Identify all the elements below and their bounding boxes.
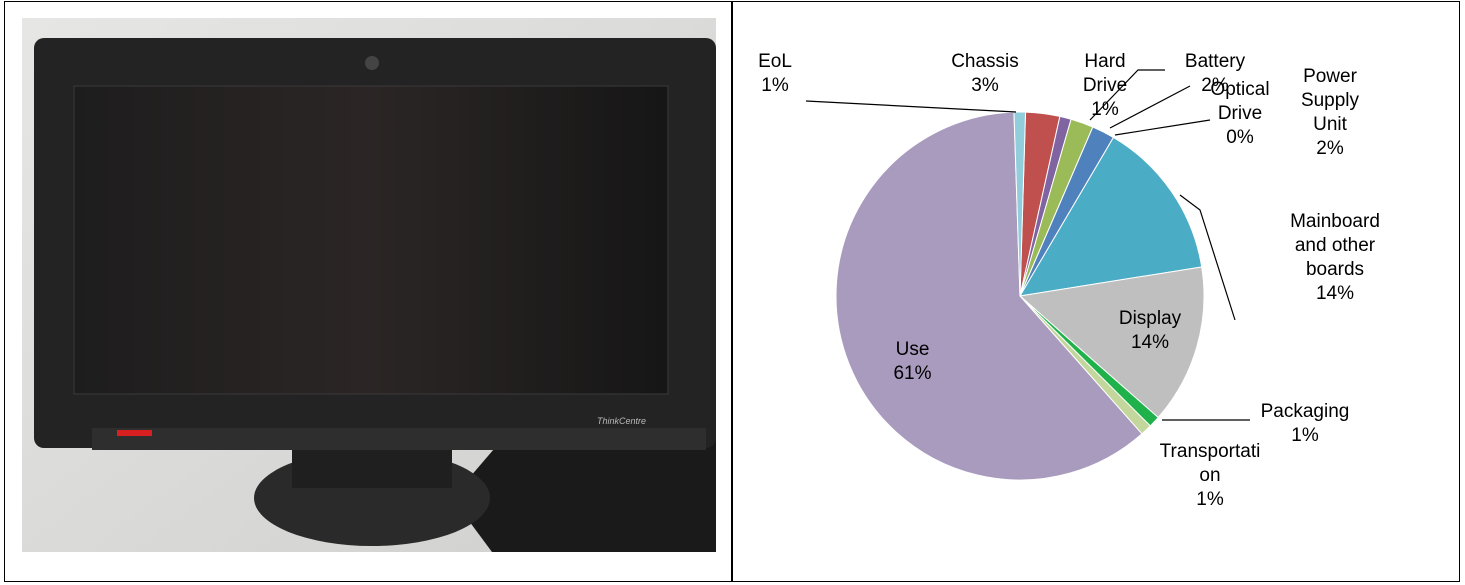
leader-line (1114, 119, 1211, 136)
slice-value: 14% (1315, 283, 1355, 304)
leader-line (1109, 85, 1191, 129)
slice-label: Chassis 3% (940, 50, 1030, 98)
slice-label: EoL 1% (730, 50, 820, 98)
slice-value: 2% (1316, 138, 1344, 159)
slice-value: 2% (1201, 75, 1229, 96)
leader-line (1089, 69, 1165, 121)
slice-label: Packaging 1% (1250, 400, 1360, 448)
cell-divider (731, 1, 733, 582)
slice-name: Use (895, 339, 930, 360)
slice-name: EoL (758, 51, 792, 72)
slice-name: Optical Drive (1210, 79, 1270, 124)
leader-line (805, 100, 1017, 113)
brand-mark: ThinkCentre (597, 416, 646, 426)
slice-label: Hard Drive 1% (1060, 50, 1150, 122)
slice-value: 0% (1226, 127, 1254, 148)
slice-label: Mainboard and other boards 14% (1290, 210, 1380, 306)
slice-name: Transportation (1159, 441, 1261, 486)
slice-name: Mainboard and other boards (1290, 211, 1380, 280)
slice-value: 14% (1130, 332, 1170, 353)
slice-value: 1% (1291, 425, 1319, 446)
slice-label: Use 61% (860, 338, 965, 386)
slice-name: Power Supply Unit (1300, 66, 1360, 135)
slice-label: Power Supply Unit 2% (1285, 65, 1375, 161)
slice-value: 1% (1196, 489, 1224, 510)
slice-name: Hard Drive (1082, 51, 1128, 96)
slice-value: 3% (971, 75, 999, 96)
pie-slice (835, 111, 1143, 481)
slice-label: Transportation 1% (1155, 440, 1265, 512)
slice-label: Display 14% (1100, 307, 1200, 355)
slice-name: Display (1118, 308, 1182, 329)
slice-label: Optical Drive 0% (1195, 78, 1285, 150)
slice-name: Chassis (951, 51, 1019, 72)
leader-line (1179, 194, 1236, 321)
slice-name: Packaging (1260, 401, 1350, 422)
slice-value: 1% (761, 75, 789, 96)
pie-slice (1018, 266, 1205, 419)
slice-value: 1% (1091, 99, 1119, 120)
product-photo: ThinkCentre (22, 18, 716, 552)
slice-value: 61% (893, 363, 932, 384)
pie-slice (1019, 136, 1203, 297)
slice-name: Battery (1184, 51, 1246, 72)
slice-label: Battery 2% (1170, 50, 1260, 98)
